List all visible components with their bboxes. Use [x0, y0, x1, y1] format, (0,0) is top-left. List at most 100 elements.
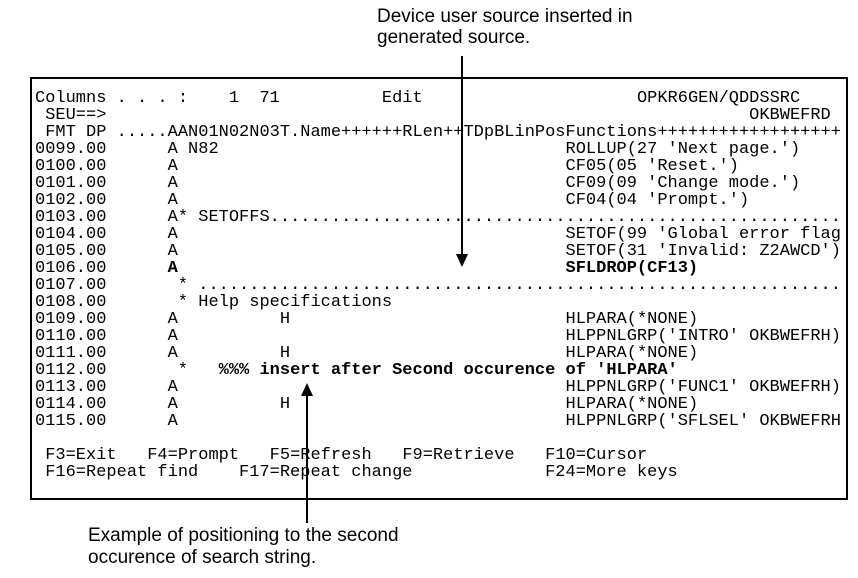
terminal-line: Columns . . . : 1 71 Edit OPKR6GEN/QDDSS…	[35, 90, 846, 107]
terminal-text-segment: A	[167, 174, 178, 193]
terminal-text-segment: F3=Exit	[45, 446, 117, 465]
terminal-line: 0100.00 A CF05(05 'Reset.')	[35, 158, 846, 175]
terminal-text-segment: CF05(05 'Reset.')	[565, 157, 739, 176]
terminal-text-segment: 0100.00	[35, 157, 107, 176]
terminal-line: 0104.00 A SETOF(99 'Global error flag	[35, 226, 846, 243]
terminal-line: 0108.00 * Help specifications	[35, 294, 846, 311]
top-callout: Device user source inserted in generated…	[377, 6, 633, 48]
terminal-text-segment: 0101.00	[35, 174, 107, 193]
terminal-line: 0113.00 A HLPPNLGRP('FUNC1' OKBWEFRH)	[35, 379, 846, 396]
terminal-text-segment: F24=More keys	[545, 463, 678, 482]
terminal-text-segment: ROLLUP(27 'Next page.')	[565, 140, 801, 159]
terminal-text-segment: H	[279, 395, 291, 414]
terminal-text-segment: HLPARA(*NONE)	[565, 310, 699, 329]
terminal-text-segment: A	[167, 395, 178, 414]
terminal-text-segment: 0104.00	[35, 225, 107, 244]
terminal-text-segment: ++++++++++++++++++	[657, 123, 841, 142]
top-callout-line2: generated source.	[377, 27, 531, 48]
terminal-text-segment: Help specifications	[198, 293, 393, 312]
terminal-text-segment: HLPARA(*NONE)	[565, 395, 699, 414]
terminal-text-segment: OPKR6GEN/QDDSSRC	[636, 89, 801, 108]
terminal-text-segment: F10=Cursor	[545, 446, 648, 465]
terminal-text-segment: 0109.00	[35, 310, 107, 329]
down-arrow-line	[461, 56, 463, 255]
bottom-callout-line2: occurence of search string.	[88, 547, 317, 568]
terminal-text-segment: 71	[259, 89, 280, 108]
terminal-text-segment: 0115.00	[35, 412, 107, 431]
terminal-text-segment: SETOFFS	[198, 208, 270, 227]
terminal-line: 0099.00 A N82 ROLLUP(27 'Next page.')	[35, 141, 846, 158]
terminal-text-segment: 0111.00	[35, 344, 107, 363]
terminal-text-segment: HLPPNLGRP('FUNC1' OKBWEFRH)	[565, 378, 841, 397]
terminal-text-segment: H	[279, 344, 291, 363]
terminal-text-segment: SEU==>	[45, 106, 107, 125]
terminal-text-segment: H	[279, 310, 291, 329]
terminal-line: 0101.00 A CF09(09 'Change mode.')	[35, 175, 846, 192]
terminal-text-segment: N82	[188, 140, 219, 159]
terminal-text-segment: FMT DP	[45, 123, 107, 142]
terminal-line: F16=Repeat find F17=Repeat change F24=Mo…	[35, 464, 846, 481]
terminal-text-segment: HLPPNLGRP('INTRO' OKBWEFRH)	[565, 327, 841, 346]
up-arrow-head-icon	[301, 383, 313, 396]
terminal-text-segment: 0106.00	[35, 259, 107, 278]
terminal-text-segment: 0099.00	[35, 140, 107, 159]
terminal-line: 0103.00 A* SETOFFS......................…	[35, 209, 846, 226]
terminal-line: 0111.00 A H HLPARA(*NONE)	[35, 345, 846, 362]
terminal-text-segment: A	[167, 225, 178, 244]
terminal-text-segment: A	[167, 412, 178, 431]
terminal-line: 0105.00 A SETOF(31 'Invalid: Z2AWCD')	[35, 243, 846, 260]
terminal-text-segment: ........................................…	[269, 208, 841, 227]
terminal-text-segment: F5=Refresh	[269, 446, 372, 465]
terminal-text-segment: A	[167, 327, 178, 346]
top-callout-line1: Device user source inserted in	[377, 6, 633, 27]
terminal-text-segment: 0102.00	[35, 191, 107, 210]
terminal-line: F3=Exit F4=Prompt F5=Refresh F9=Retrieve…	[35, 447, 846, 464]
terminal-text-segment: F16=Repeat find	[45, 463, 199, 482]
terminal-text-segment: %%% insert after Second occurence of 'HL…	[218, 361, 678, 380]
terminal-text-segment: A	[167, 310, 178, 329]
terminal-line: 0115.00 A HLPPNLGRP('SFLSEL' OKBWEFRH	[35, 413, 846, 430]
terminal-text-segment: 0105.00	[35, 242, 107, 261]
down-arrow-head-icon	[456, 254, 468, 267]
terminal-line: FMT DP .....AAN01N02N03T.Name++++++RLen+…	[35, 124, 846, 141]
terminal-text-segment: 0107.00	[35, 276, 107, 295]
terminal-text-segment: F9=Retrieve	[402, 446, 515, 465]
terminal-text-segment: 0108.00	[35, 293, 107, 312]
terminal-line: 0102.00 A CF04(04 'Prompt.')	[35, 192, 846, 209]
terminal-text-segment: CF09(09 'Change mode.')	[565, 174, 801, 193]
terminal-text-segment: SETOF(31 'Invalid: Z2AWCD')	[565, 242, 841, 261]
terminal-text-segment: SFLDROP(CF13)	[565, 259, 699, 278]
terminal-line: 0109.00 A H HLPARA(*NONE)	[35, 311, 846, 328]
terminal-line: 0112.00 * %%% insert after Second occure…	[35, 362, 846, 379]
terminal-text-segment: A	[167, 378, 178, 397]
terminal-text-segment: ........................................…	[198, 276, 841, 295]
terminal-text-segment: A	[167, 344, 178, 363]
seu-edit-screen: Columns . . . : 1 71 Edit OPKR6GEN/QDDSS…	[30, 77, 848, 500]
terminal-text-segment: HLPPNLGRP('SFLSEL' OKBWEFRH	[565, 412, 841, 431]
terminal-text-segment: 0113.00	[35, 378, 107, 397]
terminal-text-segment: F4=Prompt	[147, 446, 240, 465]
terminal-text-segment: F17=Repeat change	[239, 463, 413, 482]
terminal-text-segment: *	[177, 276, 189, 295]
terminal-text-segment: CF04(04 'Prompt.')	[565, 191, 750, 210]
terminal-text-segment: 1	[228, 89, 240, 108]
terminal-body: Columns . . . : 1 71 Edit OPKR6GEN/QDDSS…	[35, 90, 846, 481]
terminal-text-segment: SETOF(99 'Global error flag	[565, 225, 841, 244]
terminal-text-segment: *	[177, 361, 189, 380]
terminal-text-segment: 0110.00	[35, 327, 107, 346]
terminal-line: 0110.00 A HLPPNLGRP('INTRO' OKBWEFRH)	[35, 328, 846, 345]
terminal-line	[35, 430, 846, 447]
terminal-text-segment: A*	[167, 208, 189, 227]
terminal-text-segment: OKBWEFRD	[749, 106, 831, 125]
terminal-line: SEU==> OKBWEFRD	[35, 107, 846, 124]
bottom-callout-line1: Example of positioning to the second	[88, 525, 399, 546]
terminal-text-segment: 0103.00	[35, 208, 107, 227]
terminal-text-segment: A	[167, 259, 178, 278]
terminal-text-segment: A	[167, 191, 178, 210]
up-arrow-line	[306, 396, 308, 523]
terminal-line: 0106.00 A SFLDROP(CF13)	[35, 260, 846, 277]
terminal-text-segment: A	[167, 242, 178, 261]
terminal-line: 0114.00 A H HLPARA(*NONE)	[35, 396, 846, 413]
terminal-line: 0107.00 * ..............................…	[35, 277, 846, 294]
